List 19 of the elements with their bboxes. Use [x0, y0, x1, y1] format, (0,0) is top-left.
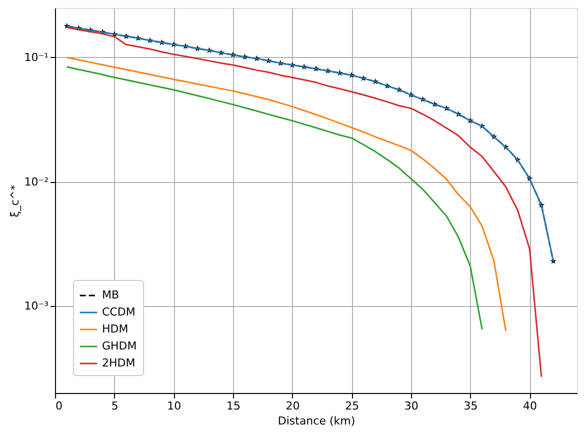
- x-tick-label: 15: [226, 400, 240, 412]
- legend-label: CCDM: [102, 306, 136, 318]
- x-tick-label: 25: [345, 400, 360, 412]
- x-tick-label: 30: [404, 400, 418, 412]
- x-tick-label: 20: [286, 400, 300, 412]
- y-tick-label: 10⁻¹: [24, 50, 48, 64]
- x-tick-label: 5: [111, 400, 118, 412]
- legend-label: HDM: [102, 322, 128, 336]
- legend-label: 2HDM: [102, 356, 136, 370]
- legend-label: MB: [102, 288, 120, 302]
- y-tick-label: 10⁻³: [24, 300, 48, 313]
- y-tick-label: 10⁻²: [24, 175, 48, 188]
- legend-label: GHDM: [102, 340, 137, 352]
- x-tick-label: 40: [523, 400, 538, 412]
- y-axis-title: ξ_c^*: [8, 184, 22, 218]
- x-tick-label: 35: [464, 400, 478, 412]
- x-tick-label: 10: [167, 400, 182, 412]
- x-tick-label: 0: [56, 400, 62, 412]
- x-axis-title: Distance (km): [278, 414, 356, 428]
